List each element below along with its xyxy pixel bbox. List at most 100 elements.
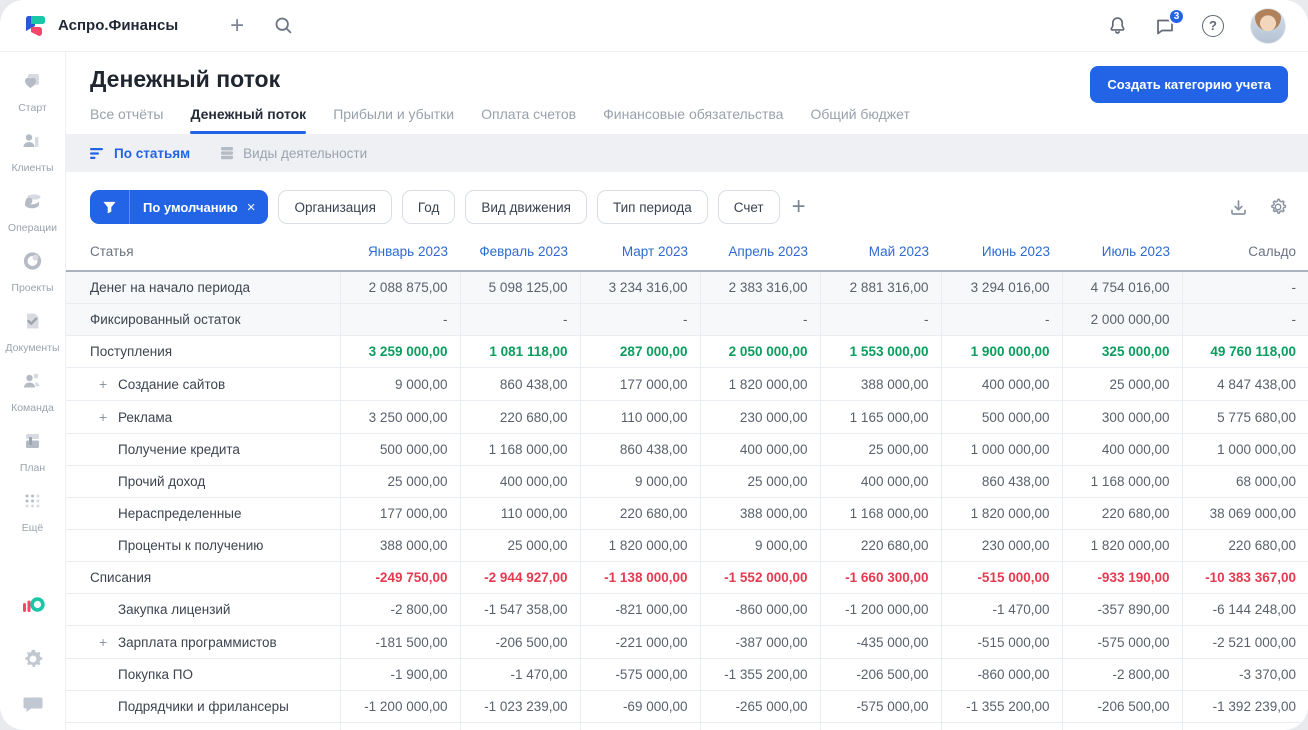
article-label: Фиксированный остаток [90, 312, 241, 327]
value-cell: 388 000,00 [339, 529, 460, 562]
sidebar-item-more[interactable]: Ещё [5, 490, 59, 534]
article-label: Подрядчики и фрилансеры [118, 699, 289, 714]
value-cell: 400 000,00 [459, 465, 580, 498]
value-cell: -265 000,00 [699, 690, 820, 723]
saldo-cell: -10 383 367,00 [1181, 561, 1308, 594]
saldo-cell: -1 392 239,00 [1181, 690, 1308, 723]
column-header-month[interactable]: Февраль 2023 [460, 238, 580, 272]
saldo-cell: - [1181, 271, 1308, 304]
value-cell: -1 470,00 [940, 593, 1062, 626]
tab-cash-flow[interactable]: Денежный поток [190, 106, 307, 134]
default-filter-chip[interactable]: По умолчанию × [90, 190, 269, 224]
article-cell: Прочий доход [66, 465, 340, 498]
filter-button-movement-type[interactable]: Вид движения [465, 190, 587, 224]
value-cell: -357 890,00 [1061, 722, 1182, 730]
sidebar-item-start[interactable]: Старт [5, 70, 59, 114]
filter-button-year[interactable]: Год [401, 190, 456, 224]
column-header-article: Статья [66, 238, 340, 272]
article-label: Прочий доход [118, 474, 206, 489]
column-header-month[interactable]: Июнь 2023 [941, 238, 1062, 272]
saldo-cell: - [1181, 303, 1308, 336]
sidebar-item-projects[interactable]: Проекты [5, 250, 59, 294]
default-filter-label: По умолчанию [143, 199, 238, 215]
tab-general-budget[interactable]: Общий бюджет [810, 106, 909, 134]
subtab-by-articles[interactable]: По статьям [90, 146, 190, 161]
create-category-button[interactable]: Создать категорию учета [1090, 66, 1288, 103]
list-lines-icon [90, 147, 105, 160]
tab-profit-loss[interactable]: Прибыли и убытки [333, 106, 454, 134]
value-cell: -206 500,00 [459, 625, 580, 659]
expand-plus-icon[interactable]: + [99, 634, 108, 650]
value-cell: 1 168 000,00 [459, 433, 580, 466]
article-cell: Подрядчики и фрилансеры [66, 690, 340, 723]
value-cell: -1 355 200,00 [940, 690, 1062, 723]
expand-plus-icon[interactable]: + [99, 376, 108, 392]
value-cell: - [579, 303, 700, 336]
saldo-cell: 1 000 000,00 [1181, 433, 1308, 466]
aspro-mini-logo-icon[interactable] [20, 595, 46, 624]
filter-button-period-type[interactable]: Тип периода [596, 190, 708, 224]
column-header-month[interactable]: Июль 2023 [1062, 238, 1182, 272]
tab-underline [90, 131, 163, 134]
value-cell: - [819, 303, 941, 336]
filter-button-account[interactable]: Счет [717, 190, 780, 224]
cash-flow-table: Статья Январь 2023 Февраль 2023 Март 2023 Ап… [66, 238, 1308, 730]
sidebar-item-documents[interactable]: Документы [5, 310, 60, 354]
value-cell: 2 088 875,00 [339, 271, 460, 304]
add-filter-icon[interactable]: + [791, 193, 806, 220]
value-cell: 388 000,00 [699, 497, 820, 530]
subtab-label: По статьям [114, 145, 191, 161]
column-header-month[interactable]: Январь 2023 [340, 238, 460, 272]
filter-button-organization[interactable]: Организация [278, 190, 392, 224]
clear-filter-icon[interactable]: × [246, 198, 256, 216]
value-cell: -357 890,00 [1061, 593, 1182, 626]
expand-plus-icon[interactable]: + [99, 409, 108, 425]
sidebar-item-operations[interactable]: Операции [5, 190, 59, 234]
table-row: Закупка лицензий -2 800,00 -1 547 358,00 -8… [66, 593, 1308, 626]
filter-toolbar: По умолчанию × Организация Год Вид движени… [66, 172, 1308, 238]
article-label: Зарплата программистов [118, 635, 277, 650]
subtab-activity-types[interactable]: Виды деятельности [220, 146, 367, 161]
article-label: Списания [90, 570, 152, 585]
user-avatar[interactable] [1250, 7, 1286, 44]
article-cell: Закупка лицензий [66, 593, 340, 626]
value-cell: 25 000,00 [1061, 367, 1182, 401]
value-cell: 3 250 000,00 [339, 400, 460, 434]
value-cell: -860 000,00 [699, 593, 820, 626]
download-icon[interactable] [1229, 198, 1248, 217]
value-cell: -1 547 358,00 [459, 593, 580, 626]
table-row: Проценты к получению 388 000,00 25 000,00 1… [66, 529, 1308, 562]
article-cell: Покупка ПО [66, 658, 340, 691]
tab-financial-obligations[interactable]: Финансовые обязательства [603, 106, 783, 134]
table-row: Получение кредита 500 000,00 1 168 000,00 8… [66, 433, 1308, 466]
value-cell: 388 000,00 [819, 367, 941, 401]
sidebar-item-label: Клиенты [11, 162, 54, 174]
table-row: Нераспределенные 177 000,00 110 000,00 220 … [66, 497, 1308, 530]
brand[interactable]: Аспро.Финансы [22, 13, 178, 39]
table-row: Фиксированный остаток - - - - - -2 000 000,00- [66, 303, 1308, 336]
sidebar-item-clients[interactable]: Клиенты [5, 130, 59, 174]
value-cell: 400 000,00 [940, 367, 1062, 401]
value-cell: -2 944 927,00 [459, 561, 580, 594]
value-cell: - [699, 303, 820, 336]
notifications-bell-icon[interactable] [1107, 15, 1128, 36]
tab-all-reports[interactable]: Все отчёты [90, 106, 163, 134]
column-header-month[interactable]: Май 2023 [820, 238, 941, 272]
help-icon[interactable]: ? [1202, 14, 1224, 37]
search-icon[interactable] [274, 16, 293, 35]
value-cell: 1 820 000,00 [579, 529, 700, 562]
support-chat-icon[interactable] [22, 694, 44, 714]
value-cell: -575 000,00 [1061, 625, 1182, 659]
quick-add-icon[interactable]: + [230, 11, 245, 39]
settings-gear-icon[interactable] [22, 648, 44, 670]
table-settings-gear-icon[interactable] [1268, 197, 1288, 217]
sidebar-item-team[interactable]: Команда [5, 370, 59, 414]
value-cell: 9 000,00 [579, 465, 700, 498]
tab-label: Оплата счетов [481, 106, 577, 122]
column-header-month[interactable]: Март 2023 [580, 238, 700, 272]
tab-underline [333, 131, 454, 134]
tab-bills-payment[interactable]: Оплата счетов [481, 106, 576, 134]
column-header-month[interactable]: Апрель 2023 [700, 238, 820, 272]
sidebar-item-plan[interactable]: План [5, 430, 59, 474]
